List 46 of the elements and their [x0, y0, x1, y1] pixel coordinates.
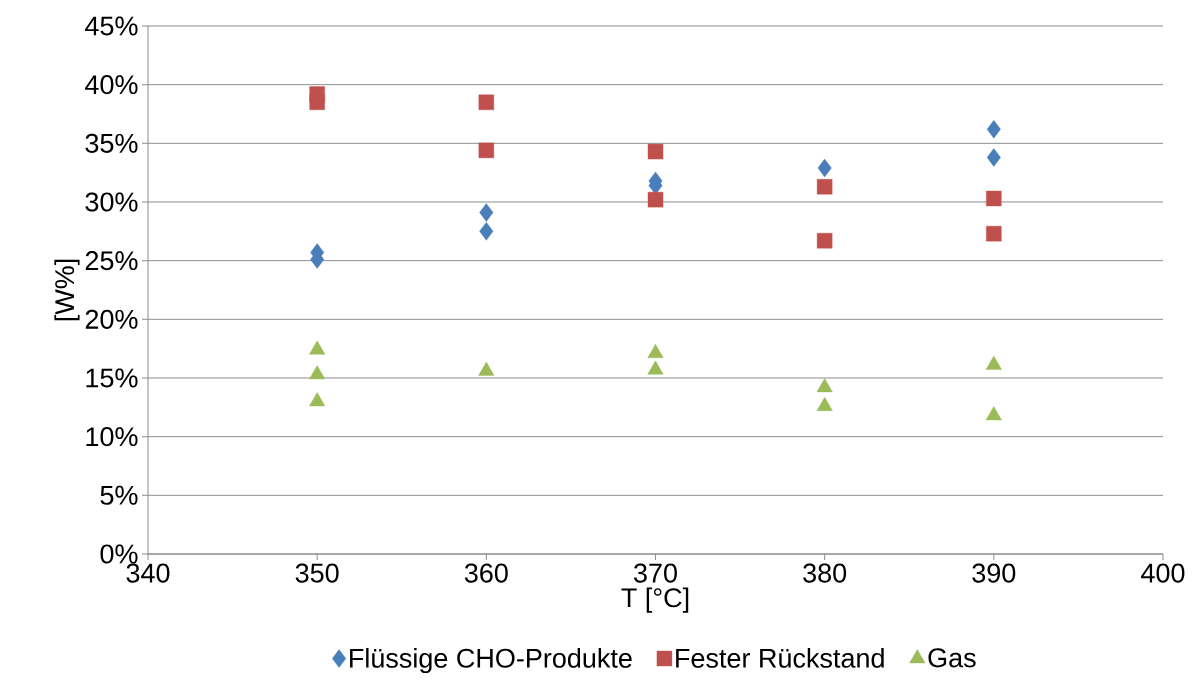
- legend-label: Gas: [928, 648, 976, 668]
- x-tick-label: 400: [1141, 563, 1185, 583]
- point: [986, 225, 1002, 242]
- y-tick-label: 20%: [85, 309, 138, 329]
- point: [647, 360, 664, 375]
- x-tick-label: 350: [295, 563, 339, 583]
- legend-label: Flüssige CHO-Produkte: [350, 647, 632, 674]
- point: [816, 378, 833, 393]
- point: [817, 158, 832, 178]
- y-tick-label: 45%: [85, 16, 138, 36]
- point: [816, 396, 833, 411]
- y-tick-label: 0%: [100, 544, 138, 564]
- point: [309, 392, 326, 407]
- point: [479, 203, 494, 222]
- x-tick-label: 340: [126, 563, 170, 583]
- y-tick-label: 35%: [85, 133, 138, 153]
- x-tick-label: 370: [634, 563, 677, 583]
- y-tick-label: 25%: [85, 251, 138, 271]
- point: [647, 191, 664, 208]
- point: [309, 365, 326, 380]
- point: [986, 190, 1002, 207]
- y-tick-label: 40%: [85, 75, 138, 95]
- point: [985, 406, 1002, 421]
- point: [309, 340, 326, 355]
- point: [647, 143, 664, 160]
- point: [478, 142, 495, 159]
- y-tick-label: 30%: [85, 192, 138, 212]
- point: [816, 179, 833, 195]
- point: [816, 233, 833, 249]
- point: [478, 361, 495, 376]
- legend-label: Fester Rückstand: [676, 647, 884, 668]
- point: [986, 120, 1001, 139]
- point: [478, 94, 495, 110]
- x-tick-label: 380: [803, 563, 847, 583]
- x-axis-title: T [°C]: [621, 587, 689, 613]
- y-tick-label: 15%: [86, 368, 138, 388]
- y-tick-label: 10%: [86, 427, 138, 447]
- point: [309, 94, 325, 110]
- x-tick-label: 360: [464, 563, 508, 583]
- y-axis-title: [W%]: [54, 259, 80, 321]
- point: [986, 148, 1001, 167]
- x-tick-label: 390: [972, 563, 1016, 583]
- point: [985, 355, 1002, 370]
- point: [647, 344, 664, 359]
- y-tick-label: 5%: [100, 485, 138, 505]
- point: [479, 222, 494, 241]
